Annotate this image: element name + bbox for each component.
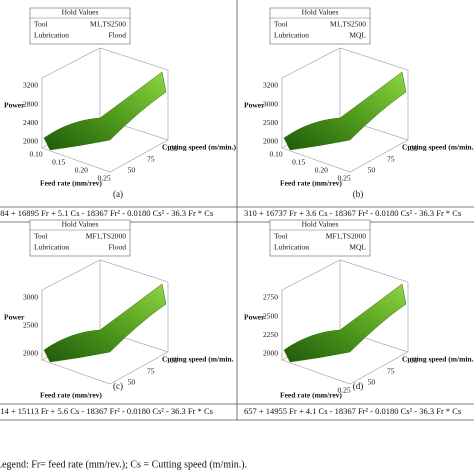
y-tick-label: 75: [387, 155, 395, 164]
lubrication-value: Flood: [108, 243, 126, 252]
z-tick-label: 2000: [263, 137, 278, 146]
y-tick-label: 100: [166, 144, 178, 153]
hold-title: Hold Values: [62, 220, 99, 229]
x-tick-label: 0.15: [52, 158, 65, 167]
tool-label: Tool: [274, 232, 288, 241]
hold-box: [29, 7, 131, 45]
hold-box: [269, 219, 371, 257]
z-tick-label: 3200: [263, 81, 278, 90]
y-axis-label: Cutting speed (m/min.): [402, 143, 474, 152]
z-axis-label: Power: [4, 101, 25, 110]
box-edge: [281, 47, 409, 79]
response-surface: [43, 283, 167, 363]
lubrication-value: Flood: [108, 31, 126, 40]
caption: (a): [113, 189, 123, 199]
caption: (b): [353, 189, 364, 199]
hold-title: Hold Values: [302, 8, 339, 17]
x-axis-label: Feed rate (mm/rev): [280, 391, 342, 400]
tool-value: MF1,TS2000: [86, 232, 126, 241]
y-tick-label: 100: [406, 356, 418, 365]
tool-value: M1,TS2500: [330, 20, 366, 29]
z-tick-label: 2000: [23, 137, 38, 146]
z-tick-label: 2500: [23, 321, 38, 330]
panel: Hold Values Tool MF1,TS2000 Lubrication MQL P…: [244, 219, 474, 400]
y-tick-label: 50: [368, 165, 376, 174]
z-tick-label: 2500: [263, 118, 278, 127]
equation: 657 + 14955 Fr + 4.1 Cs - 18367 Fr² - 0.…: [244, 406, 461, 416]
hold-box: [29, 219, 131, 257]
lubrication-value: MQL: [349, 31, 366, 40]
box-edge: [281, 259, 409, 291]
z-tick-label: 2250: [263, 330, 278, 339]
equation: 484 + 16895 Fr + 5.1 Cs - 18367 Fr² - 0.…: [0, 208, 213, 218]
y-axis-label: Cutting speed (m/min.: [402, 355, 474, 364]
panel: Hold Values Tool M1,TS2500 Lubrication MQL Po…: [244, 7, 474, 199]
x-tick-label: 0.20: [75, 166, 88, 175]
box-edge: [41, 47, 169, 79]
panel: Hold Values Tool M1,TS2500 Lubrication Flood…: [4, 7, 236, 199]
z-tick-label: 3000: [263, 99, 278, 108]
y-axis-label: Cutting speed (m/min.: [162, 355, 234, 364]
x-axis-label: Feed rate (mm/rev): [40, 391, 102, 400]
tool-value: M1,TS2500: [90, 20, 126, 29]
x-tick-label: 0.10: [29, 150, 42, 159]
z-axis-label: Power: [4, 313, 25, 322]
z-tick-label: 2000: [263, 349, 278, 358]
y-tick-label: 100: [166, 356, 178, 365]
tool-label: Tool: [34, 232, 48, 241]
hold-box: [269, 7, 371, 45]
panel: Hold Values Tool MF1,TS2000 Lubrication Floo…: [4, 219, 234, 400]
x-tick-label: 0.10: [269, 150, 282, 159]
z-tick-label: 2500: [263, 311, 278, 320]
x-tick-label: 0.15: [292, 158, 305, 167]
x-tick-label: 0.25: [337, 174, 350, 183]
lubrication-value: MQL: [349, 243, 366, 252]
y-tick-label: 50: [128, 165, 136, 174]
z-tick-label: 2800: [23, 99, 38, 108]
z-tick-label: 3200: [23, 81, 38, 90]
z-tick-label: 2000: [23, 349, 38, 358]
lubrication-label: Lubrication: [34, 31, 69, 40]
x-axis-label: Feed rate (mm/rev): [280, 179, 342, 188]
response-surface: [43, 71, 167, 151]
legend-text: Legend: Fr= feed rate (mm/rev.); Cs = Cu…: [0, 459, 247, 470]
caption: (c): [113, 381, 123, 391]
z-axis-label: Power: [244, 313, 265, 322]
y-tick-label: 50: [128, 377, 136, 386]
z-tick-label: 2750: [263, 293, 278, 302]
z-tick-label: 3000: [23, 293, 38, 302]
y-axis-label: Cutting speed (m/min.): [162, 143, 236, 152]
x-axis-label: Feed rate (mm/rev): [40, 179, 102, 188]
x-tick-label: 0.25: [97, 174, 110, 183]
tool-label: Tool: [34, 20, 48, 29]
equation: 310 + 16737 Fr + 3.6 Cs - 18367 Fr² - 0.…: [244, 208, 461, 218]
z-axis-label: Power: [244, 101, 265, 110]
tool-label: Tool: [274, 20, 288, 29]
x-tick-label: 0.25: [337, 386, 350, 395]
tool-value: MF1,TS2000: [326, 232, 366, 241]
z-tick-label: 2400: [23, 118, 38, 127]
x-tick-label: 0.20: [315, 166, 328, 175]
lubrication-label: Lubrication: [34, 243, 69, 252]
equation: 414 + 15113 Fr + 5.6 Cs - 18367 Fr² - 0.…: [0, 406, 213, 416]
response-surface: [283, 71, 407, 151]
y-tick-label: 100: [406, 144, 418, 153]
response-surface: [283, 283, 407, 363]
hold-title: Hold Values: [62, 8, 99, 17]
lubrication-label: Lubrication: [274, 31, 309, 40]
y-tick-label: 75: [147, 367, 155, 376]
hold-title: Hold Values: [302, 220, 339, 229]
lubrication-label: Lubrication: [274, 243, 309, 252]
y-tick-label: 75: [147, 155, 155, 164]
y-tick-label: 50: [368, 377, 376, 386]
box-edge: [41, 259, 169, 291]
y-tick-label: 75: [387, 367, 395, 376]
caption: (d): [353, 381, 364, 391]
